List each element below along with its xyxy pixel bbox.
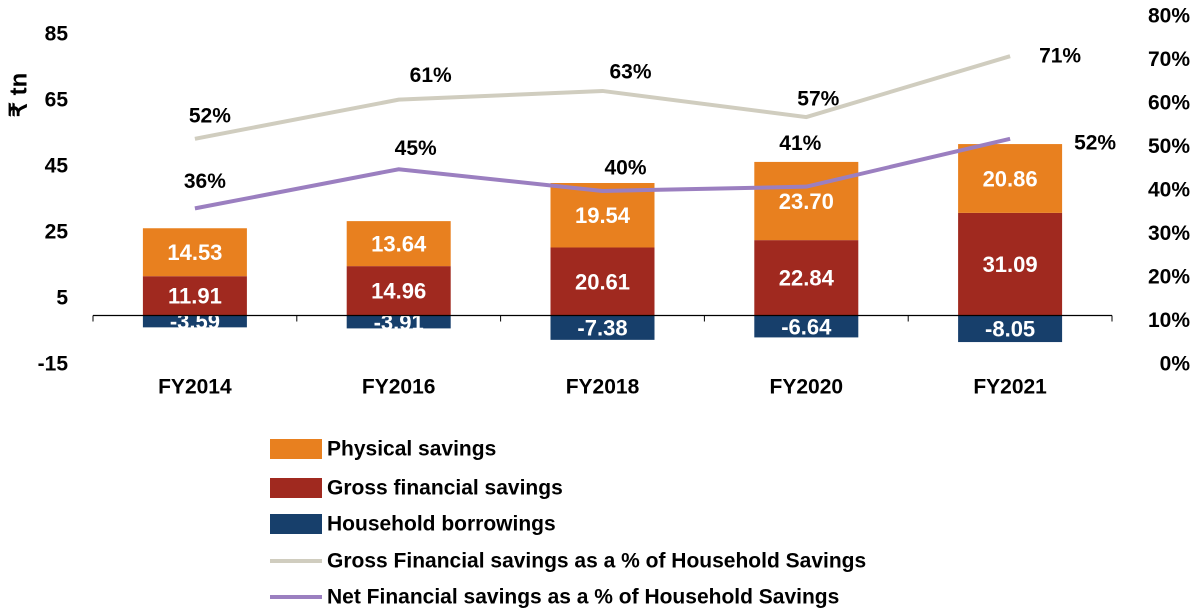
data-label: 20.86 (983, 166, 1038, 191)
bar-segment (754, 315, 859, 338)
bar-segment (754, 161, 859, 241)
data-label: 13.64 (371, 231, 427, 256)
y-tick-label: 5 (56, 287, 68, 310)
y2-tick-label: 60% (1148, 92, 1190, 115)
data-label: 23.70 (779, 189, 834, 214)
data-label: -8.05 (985, 317, 1035, 342)
data-label: -7.38 (577, 315, 627, 340)
data-label: 14.96 (371, 279, 426, 304)
legend-swatch (270, 478, 322, 498)
line-series (194, 54, 1011, 141)
y2-tick-label: 10% (1148, 309, 1190, 332)
data-label: 52% (189, 104, 231, 127)
data-label: 14.53 (167, 240, 222, 265)
bar-segment (550, 315, 655, 340)
y2-tick-label: 50% (1148, 135, 1190, 158)
line-series (194, 136, 1011, 211)
data-label: 41% (779, 132, 821, 155)
data-label: 57% (797, 88, 839, 111)
data-label: 40% (604, 157, 646, 180)
x-tick-label: FY2021 (973, 376, 1047, 399)
data-label: 20.61 (575, 269, 630, 294)
data-label: 61% (410, 64, 452, 87)
legend-swatch (270, 439, 322, 459)
data-label: 11.91 (168, 284, 222, 309)
bar-segment (346, 315, 451, 329)
data-label: 45% (395, 137, 437, 160)
bar-segment (346, 266, 451, 316)
y-tick-label: 65 (45, 89, 69, 112)
x-tick-label: FY2018 (566, 376, 640, 399)
bar-segment (958, 144, 1063, 213)
data-label: -6.64 (781, 314, 832, 339)
y2-tick-label: 0% (1160, 353, 1191, 376)
bar-segment (142, 228, 247, 277)
data-label: 31.09 (983, 252, 1038, 277)
legend-label: Gross financial savings (327, 477, 563, 500)
bar-segment (958, 315, 1063, 343)
bar-segment (142, 315, 247, 328)
bar-segment (754, 240, 859, 316)
y-axis-label: ₹ tn (5, 73, 32, 118)
y-tick-label: -15 (38, 353, 69, 376)
data-label: 36% (184, 170, 226, 193)
y2-tick-label: 70% (1148, 48, 1190, 71)
bar-segment (958, 212, 1063, 316)
legend-label: Net Financial savings as a % of Househol… (327, 586, 839, 609)
x-tick-label: FY2020 (770, 376, 844, 399)
x-tick-label: FY2014 (158, 376, 232, 399)
legend-label: Household borrowings (327, 513, 556, 536)
y2-tick-label: 40% (1148, 179, 1190, 202)
legend-label: Gross Financial savings as a % of Househ… (327, 550, 866, 573)
data-label: 22.84 (779, 266, 835, 291)
bar-segment (550, 183, 655, 248)
legend-swatch (270, 514, 322, 534)
legend-label: Physical savings (327, 438, 496, 461)
data-label: 71% (1039, 45, 1081, 68)
data-label: 19.54 (575, 203, 631, 228)
y-tick-label: 25 (45, 221, 69, 244)
y-tick-label: 45 (45, 155, 69, 178)
y2-tick-label: 20% (1148, 266, 1190, 289)
bar-segment (142, 276, 247, 316)
bar-segment (346, 221, 451, 267)
y2-tick-label: 80% (1148, 5, 1190, 28)
x-tick-label: FY2016 (362, 376, 436, 399)
y2-tick-label: 30% (1148, 222, 1190, 245)
data-label: 52% (1074, 131, 1116, 154)
data-label: 63% (609, 60, 651, 83)
bar-segment (550, 247, 655, 316)
y-tick-label: 85 (45, 23, 69, 46)
